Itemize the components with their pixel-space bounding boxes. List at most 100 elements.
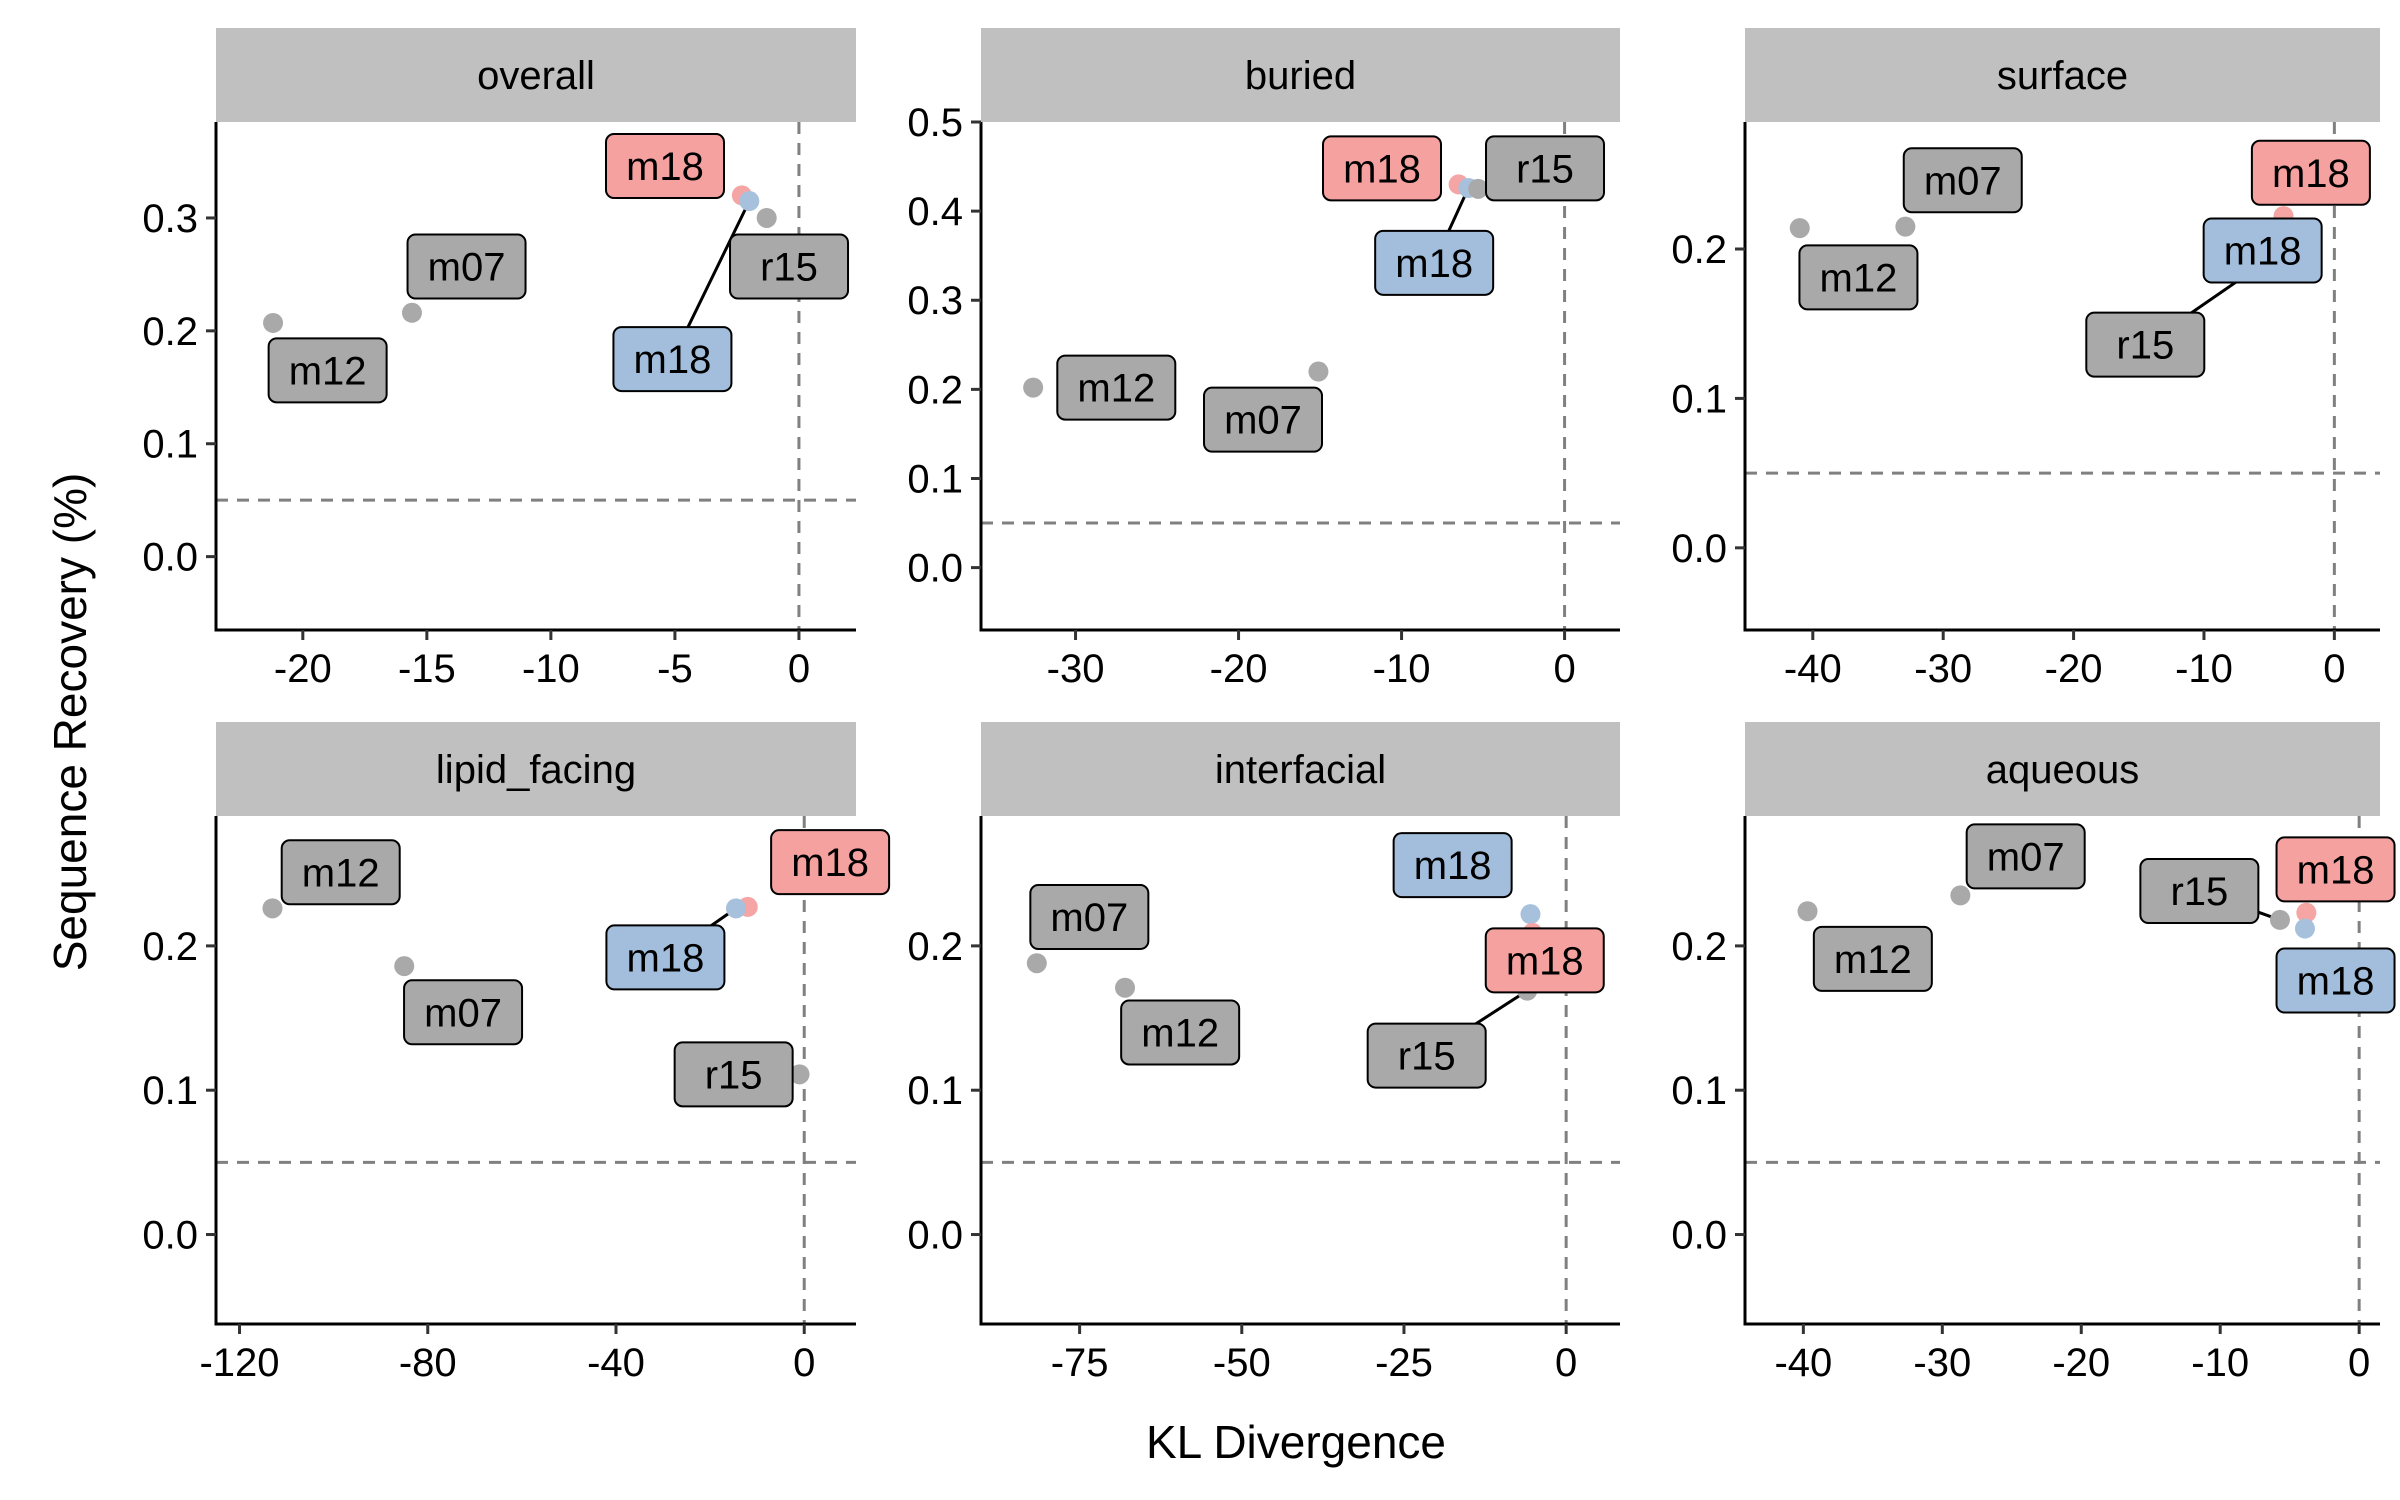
y-tick-label: 0.2 [907,368,963,412]
point-label: m18 [612,326,733,393]
point-label: r15 [1485,135,1606,202]
point-label: m07 [406,233,527,300]
facet-strip [1745,28,2380,122]
y-tick-label: 0.2 [1671,925,1727,969]
point-label: r15 [1366,1022,1487,1089]
point-label-text: r15 [2170,870,2228,914]
point-label-box [1029,884,1150,951]
data-point [726,898,746,919]
x-tick-label: 0 [793,1341,815,1385]
point-label: r15 [729,233,850,300]
point-label-box [2275,947,2396,1014]
x-tick-label: -20 [2045,647,2103,691]
facet-strip [216,722,856,816]
point-label: m18 [604,133,725,200]
facet-panel: interfacial -75 -50 -25 0 0.0 0.1 0.2 m07 m12 m18 m… [907,722,1620,1385]
point-label-text: m18 [627,936,705,980]
x-tick-label: -20 [2052,1341,2110,1385]
x-tick-label: -75 [1051,1341,1109,1385]
point-label-box [605,924,726,991]
point-label-text: m18 [626,145,704,189]
data-point [262,898,283,919]
point-label-text: r15 [705,1053,763,1097]
y-tick-label: 0.1 [142,1069,198,1113]
point-label-box [1485,135,1606,202]
point-label: m18 [605,924,726,991]
x-tick-label: -10 [2175,647,2233,691]
point-label-text: m18 [2272,152,2350,196]
point-label-box [1374,229,1495,296]
point-label-box [1056,354,1177,421]
y-tick-label: 0.2 [142,925,198,969]
data-point [401,302,422,323]
x-tick-label: -80 [399,1341,457,1385]
x-tick-label: -40 [1774,1341,1832,1385]
data-point [739,191,760,212]
y-tick-label: 0.1 [907,1069,963,1113]
data-point [2269,909,2290,930]
facet-panels: overall-20 -15 -10 -5 00.00.10.20.3m12m07m18… [142,28,2396,1385]
point-label-text: m12 [302,851,380,895]
x-tick-label: -40 [587,1341,645,1385]
point-label: m07 [1902,147,2023,214]
x-tick-label: -30 [1913,1341,1971,1385]
point-label-box [2250,139,2371,206]
data-point [789,1064,810,1085]
x-tick-label: 0 [1553,647,1575,691]
data-point [1789,218,1810,239]
data-point [2294,918,2315,939]
y-tick-label: 0.3 [907,279,963,323]
point-label: m18 [1322,135,1443,202]
data-point [1023,377,1044,398]
point-label-box [1798,244,1919,311]
data-point [1468,178,1489,199]
facet-title: lipid_facing [436,748,636,792]
data-point [1026,953,1047,974]
point-label: m18 [1374,229,1495,296]
facet-panel: lipid_facing -120 -80 -40 0 0.0 0.1 0.2 m12 m07 m1… [142,722,891,1385]
point-label: m18 [2250,139,2371,206]
facet-strip [216,28,856,122]
point-label: m12 [1120,999,1241,1066]
point-label-text: r15 [760,245,818,289]
point-label-text: m18 [1395,242,1473,286]
y-tick-label: 0.0 [907,547,963,591]
data-point [394,956,415,977]
facet-panel: surface -40 -30 -20 -10 0 0.0 0.1 0.2 m12 m07 m18 m1… [1671,28,2380,691]
point-label: m18 [1392,832,1513,899]
y-tick-label: 0.0 [1671,527,1727,571]
point-label-box [2275,836,2396,903]
point-label-text: r15 [2116,324,2174,368]
facet-strip [981,28,1620,122]
point-label-text: m18 [2297,960,2375,1004]
point-label: m18 [2275,836,2396,903]
point-label: m18 [770,829,891,896]
point-label: m18 [2202,217,2323,284]
point-label-box [2202,217,2323,284]
point-label: m12 [267,337,388,404]
point-label: m07 [1029,884,1150,951]
point-label-text: m12 [1834,938,1912,982]
y-tick-label: 0.2 [907,925,963,969]
point-label: r15 [2085,311,2206,378]
point-label-box [1392,832,1513,899]
point-label: r15 [673,1041,794,1108]
x-tick-label: 0 [2348,1341,2370,1385]
data-point [1520,904,1541,925]
point-label-box [673,1041,794,1108]
point-label-box [1965,823,2086,890]
data-point [1308,361,1329,382]
point-label-box [406,233,527,300]
facet-title: buried [1245,54,1356,98]
x-tick-label: 0 [788,647,810,691]
y-tick-label: 0.1 [1671,377,1727,421]
point-label-text: m18 [1414,844,1492,888]
point-label-text: m12 [1820,256,1898,300]
facet-strip [981,722,1620,816]
y-tick-label: 0.1 [907,457,963,501]
y-tick-label: 0.1 [1671,1069,1727,1113]
point-label-text: m18 [791,841,869,885]
y-tick-label: 0.2 [142,310,198,354]
data-point [1950,885,1971,906]
point-label-text: r15 [1398,1035,1456,1079]
